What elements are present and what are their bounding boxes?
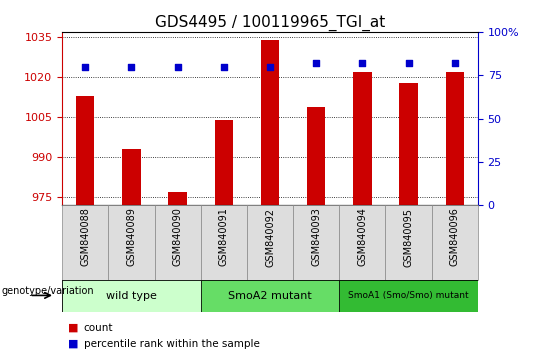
Bar [261, 40, 279, 205]
Bar [247, 205, 293, 280]
Bar [62, 205, 109, 280]
Bar [307, 107, 326, 205]
Bar [214, 120, 233, 205]
Point [81, 64, 90, 69]
Text: GSM840091: GSM840091 [219, 207, 229, 267]
Point [450, 60, 459, 66]
Text: GSM840089: GSM840089 [126, 207, 137, 267]
Text: genotype/variation: genotype/variation [1, 286, 94, 296]
Text: wild type: wild type [106, 291, 157, 301]
Bar [446, 72, 464, 205]
Bar [168, 192, 187, 205]
Bar [353, 72, 372, 205]
Text: percentile rank within the sample: percentile rank within the sample [84, 339, 260, 349]
Text: GSM840092: GSM840092 [265, 207, 275, 267]
Text: GSM840095: GSM840095 [403, 207, 414, 267]
Text: count: count [84, 323, 113, 333]
Text: ■: ■ [68, 323, 78, 333]
Bar [386, 205, 431, 280]
Text: SmoA2 mutant: SmoA2 mutant [228, 291, 312, 301]
Point [266, 64, 274, 69]
Text: GSM840096: GSM840096 [450, 207, 460, 267]
Bar [339, 205, 386, 280]
Point [358, 60, 367, 66]
Text: GSM840093: GSM840093 [311, 207, 321, 267]
Bar [339, 280, 478, 312]
Text: ■: ■ [68, 339, 78, 349]
Bar [154, 205, 201, 280]
Point [219, 64, 228, 69]
Title: GDS4495 / 100119965_TGI_at: GDS4495 / 100119965_TGI_at [155, 14, 385, 30]
Text: GSM840094: GSM840094 [357, 207, 367, 267]
Bar [109, 205, 154, 280]
Bar [400, 82, 418, 205]
Bar [293, 205, 339, 280]
Point [404, 60, 413, 66]
Text: GSM840090: GSM840090 [173, 207, 183, 267]
Bar [122, 149, 140, 205]
Text: GSM840088: GSM840088 [80, 207, 90, 267]
Bar [201, 205, 247, 280]
Bar [76, 96, 94, 205]
Point [127, 64, 136, 69]
Bar [62, 280, 201, 312]
Bar [431, 205, 478, 280]
Text: SmoA1 (Smo/Smo) mutant: SmoA1 (Smo/Smo) mutant [348, 291, 469, 300]
Point [312, 60, 321, 66]
Bar [201, 280, 339, 312]
Point [173, 64, 182, 69]
